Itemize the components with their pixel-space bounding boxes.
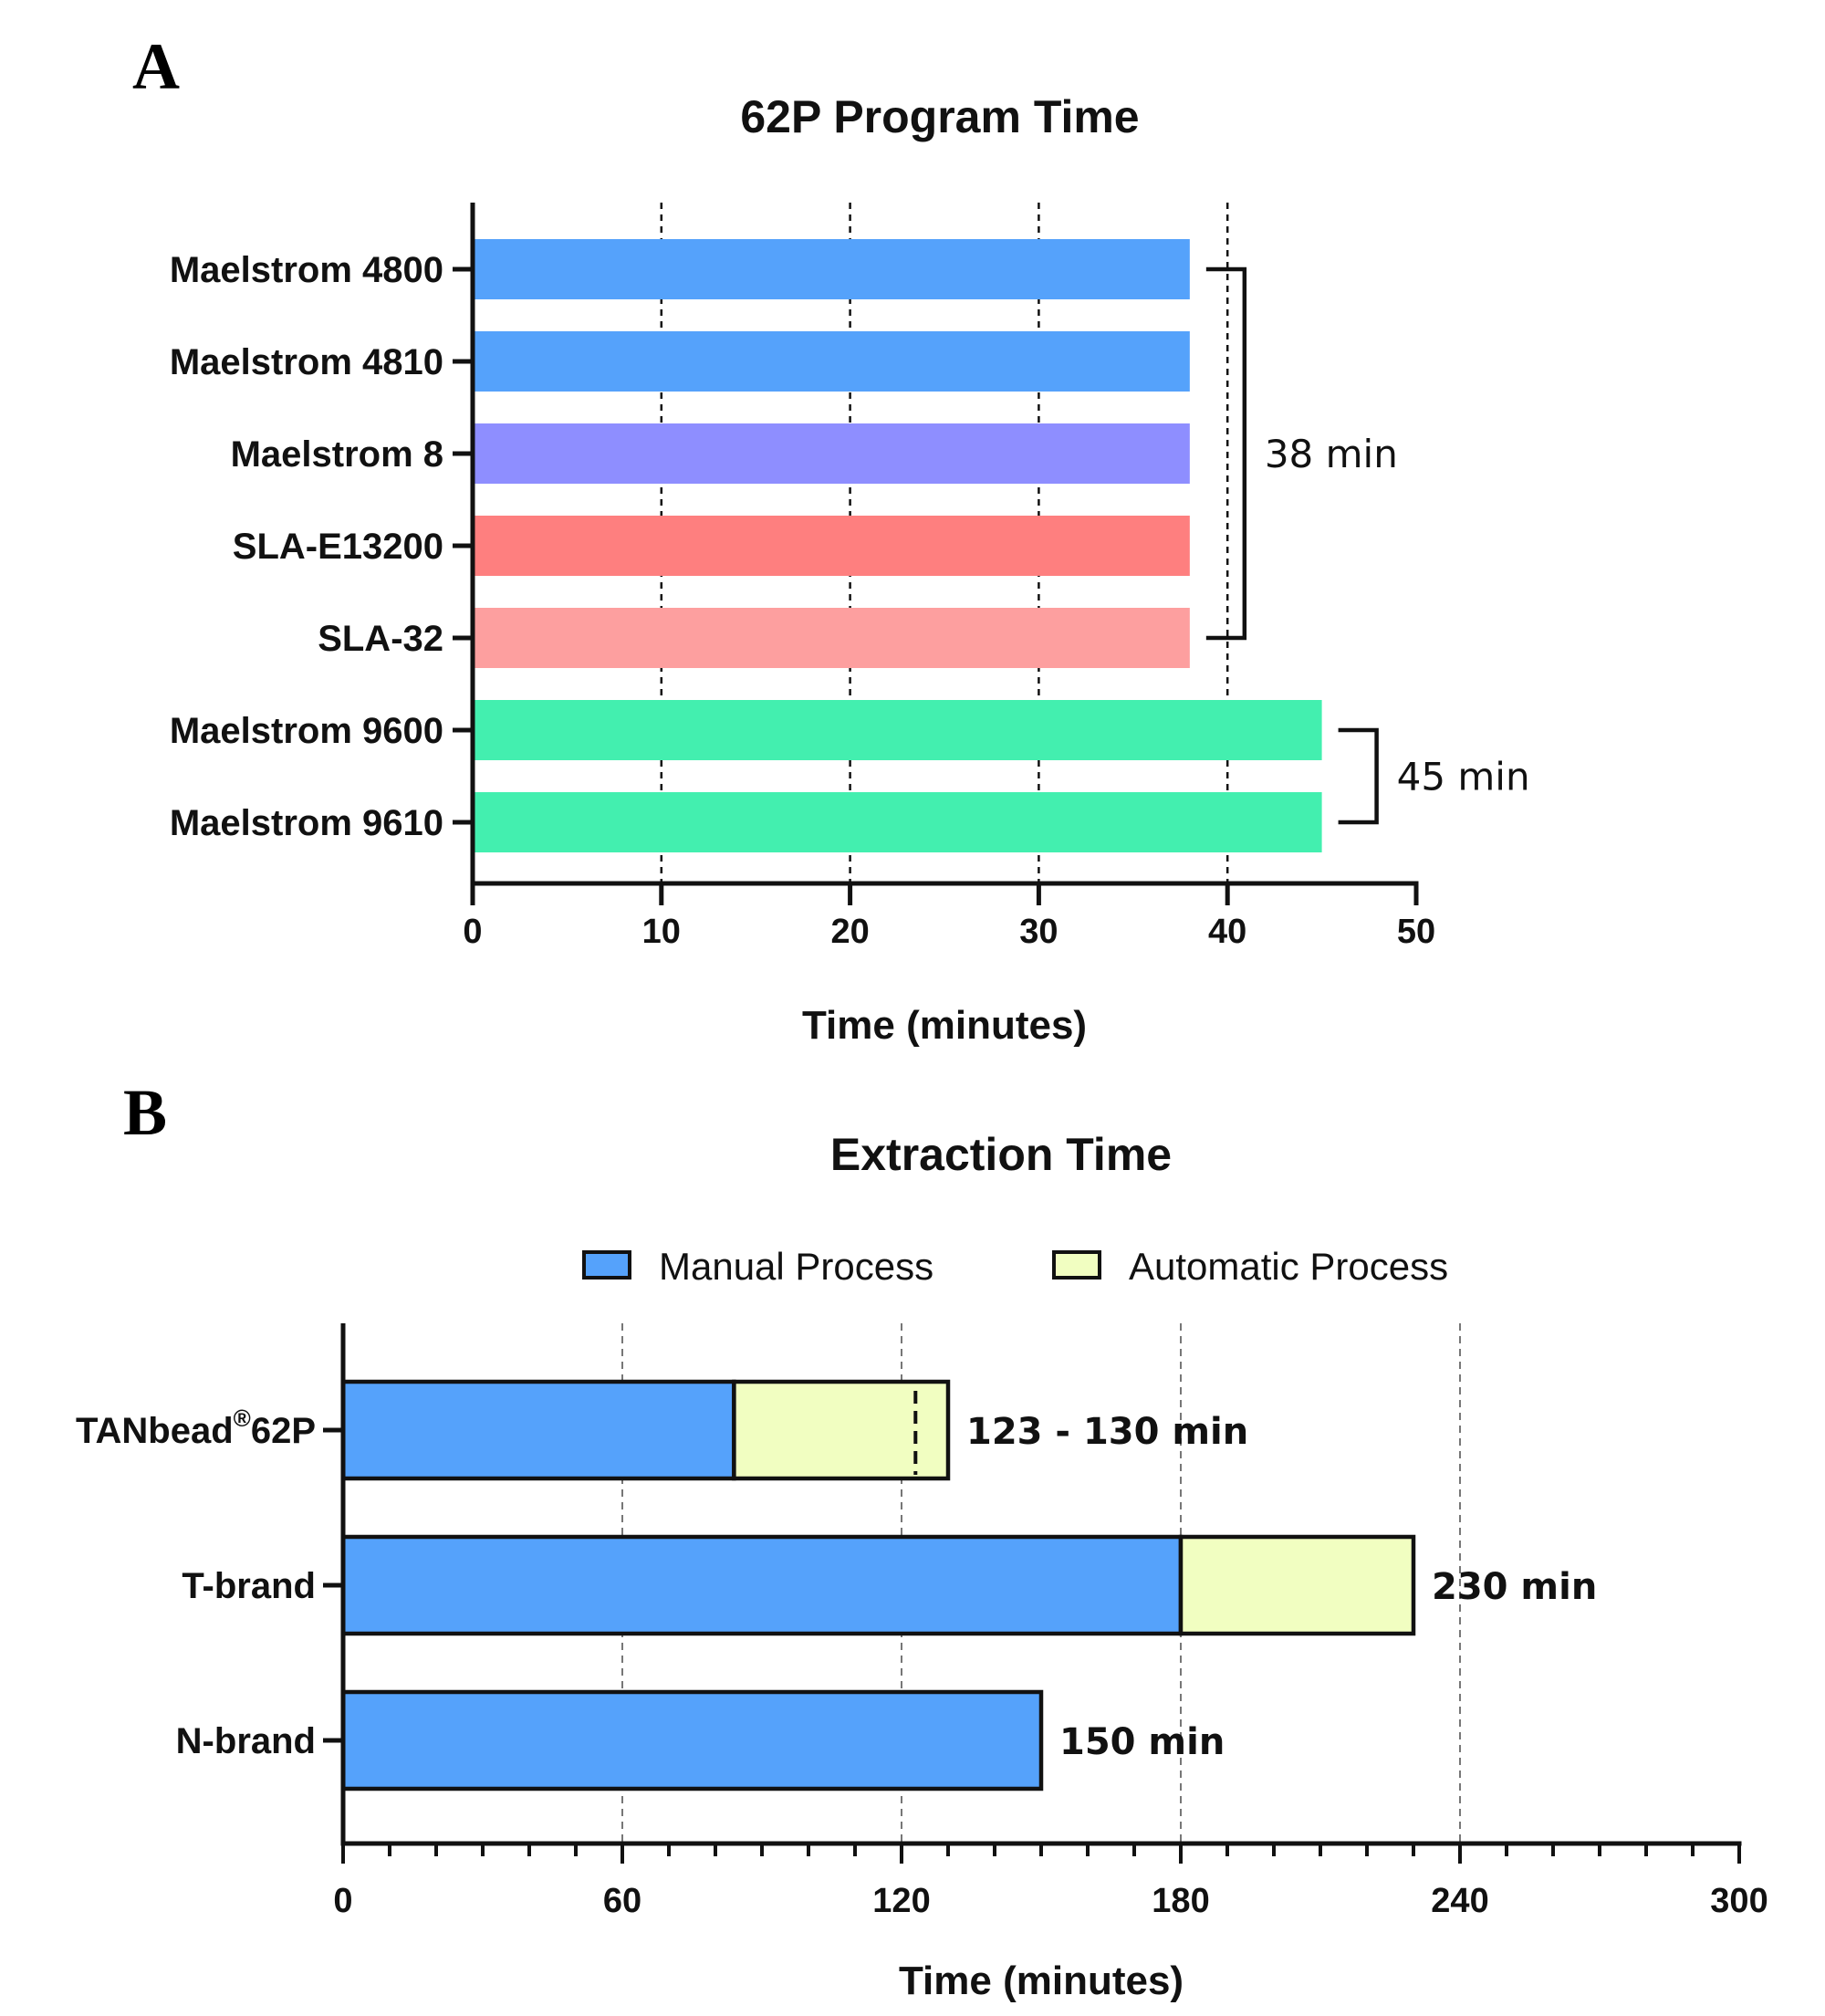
legend-swatch <box>1052 1250 1101 1280</box>
bar-total-label: 230 min <box>1432 1566 1597 1608</box>
bar <box>474 608 1190 668</box>
bar <box>474 239 1190 299</box>
chart-b: Extraction Time Manual Process Automatic P… <box>76 1129 1768 2003</box>
category-label: Maelstrom 9600 <box>170 711 443 751</box>
category-label: TANbead®62P <box>76 1405 316 1451</box>
legend-swatch <box>582 1250 631 1280</box>
x-tick-label: 0 <box>463 913 482 951</box>
chart-a: 62P Program Time Maelstrom 4800 Maelstrom … <box>170 91 1530 1048</box>
category-label-main: N-brand <box>176 1721 316 1761</box>
chart-b-title: Extraction Time <box>830 1129 1172 1180</box>
bar <box>474 700 1322 760</box>
bar-segment <box>732 1379 951 1481</box>
legend-label: Automatic Process <box>1129 1245 1448 1288</box>
bar <box>474 516 1190 576</box>
bar-total-label: 150 min <box>1059 1721 1225 1763</box>
bar <box>474 331 1190 392</box>
category-label: SLA-E13200 <box>233 527 443 567</box>
x-tick-label: 240 <box>1431 1882 1488 1920</box>
x-tick-label: 30 <box>1019 913 1058 951</box>
category-label-main: TANbead <box>76 1411 234 1451</box>
category-label: Maelstrom 9610 <box>170 803 443 843</box>
category-label: SLA-32 <box>318 619 443 659</box>
panel-a-letter: A <box>132 30 180 103</box>
x-tick-label: 20 <box>830 913 869 951</box>
bracket <box>1205 266 1247 641</box>
category-label: Maelstrom 4810 <box>170 342 443 382</box>
category-label: N-brand <box>176 1721 316 1761</box>
bar-segment <box>340 1534 1184 1636</box>
bar-segment <box>340 1379 736 1481</box>
x-axis-label: Time (minutes) <box>899 1959 1184 2003</box>
x-axis-label: Time (minutes) <box>802 1003 1087 1048</box>
x-tick-label: 10 <box>642 913 681 951</box>
x-tick-label: 50 <box>1397 913 1435 951</box>
bar-total-label: 123 - 130 min <box>966 1411 1248 1453</box>
bracket-label: 45 min <box>1397 755 1530 799</box>
category-label-sup: ® <box>234 1405 251 1432</box>
bar <box>474 423 1190 484</box>
bar-segment <box>1178 1534 1416 1636</box>
bracket-label: 38 min <box>1265 432 1398 476</box>
category-label-main: T-brand <box>182 1566 316 1606</box>
panel-b-letter: B <box>123 1076 167 1149</box>
bracket <box>1338 727 1379 825</box>
bar-segment <box>340 1689 1044 1791</box>
legend-label: Manual Process <box>659 1245 933 1288</box>
x-tick-label: 180 <box>1152 1882 1209 1920</box>
x-tick-label: 0 <box>333 1882 352 1920</box>
category-label: T-brand <box>182 1566 316 1606</box>
category-label-tail: 62P <box>251 1411 316 1451</box>
category-label: Maelstrom 4800 <box>170 250 443 290</box>
x-tick-label: 40 <box>1208 913 1246 951</box>
x-tick-label: 300 <box>1710 1882 1768 1920</box>
bar <box>474 792 1322 852</box>
chart-a-title: 62P Program Time <box>740 91 1139 142</box>
x-tick-label: 60 <box>603 1882 641 1920</box>
category-label: Maelstrom 8 <box>231 434 443 475</box>
x-tick-label: 120 <box>872 1882 930 1920</box>
